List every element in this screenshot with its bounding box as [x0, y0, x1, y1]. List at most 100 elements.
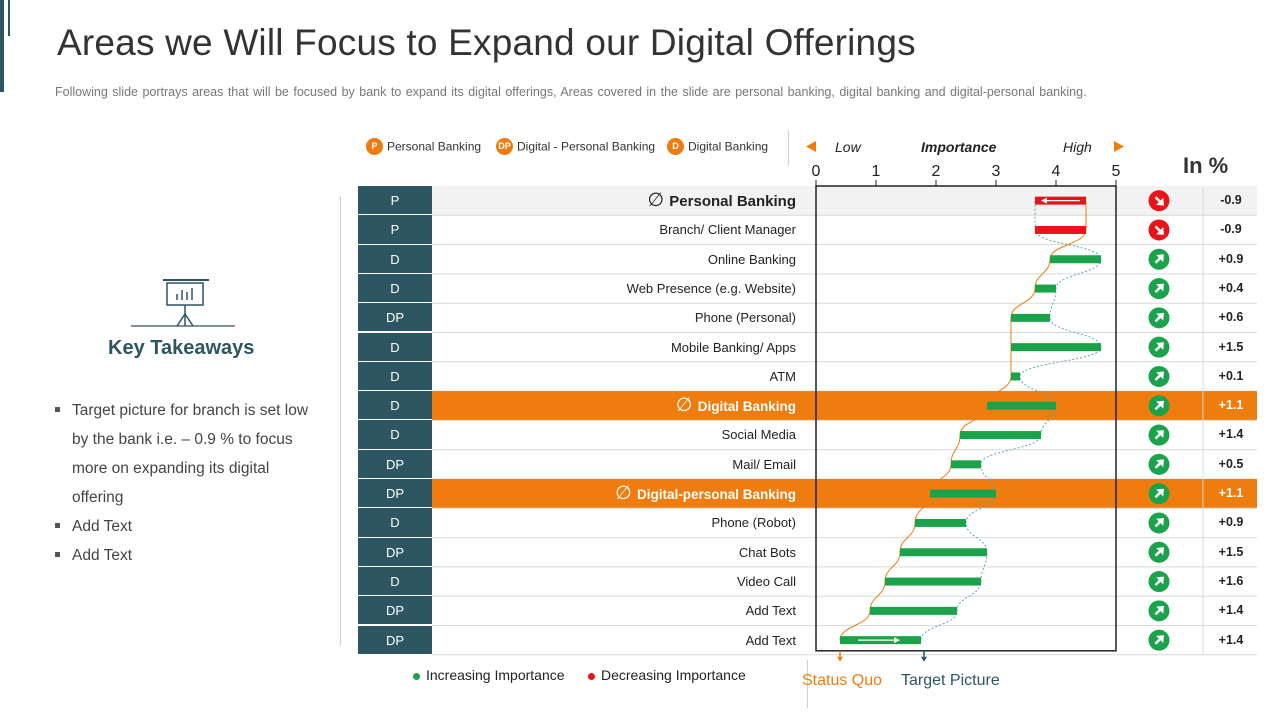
row-label-text: Phone (Personal)	[694, 310, 796, 326]
change-bar	[987, 401, 1056, 410]
row-code: D	[358, 273, 432, 304]
change-percent: -0.9	[1220, 222, 1242, 237]
green-dot-icon	[413, 672, 420, 680]
arrow-shaft	[1154, 491, 1162, 499]
change-percent: +1.5	[1218, 544, 1244, 559]
header-divider	[788, 130, 789, 166]
bar-arrow-head	[894, 637, 900, 644]
row-label-text: Add Text	[745, 632, 796, 648]
row-code: DP	[358, 303, 432, 333]
row-background	[432, 479, 1257, 509]
change-percent: +1.6	[1218, 573, 1244, 588]
change-bar	[1011, 343, 1101, 352]
change-bar	[930, 489, 996, 498]
arrow-shaft	[1154, 520, 1162, 528]
row-label: Video Call	[737, 567, 796, 596]
row-label-text: Phone (Robot)	[711, 515, 796, 531]
target-marker-tip	[921, 656, 927, 662]
badge-dp: DP	[496, 138, 513, 155]
takeaway-item: Target picture for branch is set low by …	[55, 396, 325, 512]
row-background	[432, 186, 1257, 216]
arrow-head	[1156, 312, 1164, 321]
row-label: Web Presence (e.g. Website)	[627, 274, 796, 303]
legend-item-personal: P Personal Banking	[366, 138, 481, 158]
arrow-head	[1156, 576, 1164, 585]
arrow-glyph	[1154, 518, 1164, 528]
change-percent: +0.1	[1218, 368, 1244, 383]
arrow-glyph	[1154, 459, 1164, 469]
change-bar	[951, 460, 981, 469]
arrow-shaft	[1154, 225, 1162, 233]
unit-label: In %	[1183, 153, 1229, 178]
arrow-glyph	[1154, 547, 1164, 557]
arrow-head	[1156, 227, 1164, 235]
row-label-text: Web Presence (e.g. Website)	[626, 280, 796, 296]
red-dot-icon	[588, 672, 595, 680]
arrow-glyph	[1154, 371, 1164, 381]
empty-set-icon: ∅	[675, 395, 698, 417]
change-bar	[1035, 284, 1056, 293]
row-code: D	[358, 566, 432, 597]
arrow-glyph	[1154, 342, 1164, 352]
change-percent: +0.9	[1218, 251, 1244, 266]
status-quo-marker-tip	[837, 656, 843, 662]
takeaway-item: Add Text	[55, 541, 325, 570]
arrow-shaft	[1154, 462, 1162, 469]
change-bar	[1050, 255, 1101, 264]
plot-frame	[815, 185, 1117, 652]
row-code: P	[358, 215, 432, 245]
row-label: Social Media	[722, 420, 796, 449]
change-percent: +0.6	[1218, 310, 1244, 325]
change-bar	[900, 548, 987, 557]
change-percent: -0.9	[1220, 193, 1242, 207]
page-subtitle: Following slide portrays areas that will…	[55, 85, 1087, 99]
row-label: Add Text	[746, 596, 796, 625]
arrow-shaft	[1154, 256, 1162, 264]
legend-label: Personal Banking	[387, 139, 482, 154]
arrow-shaft	[1154, 344, 1162, 352]
row-label: ∅ Digital-personal Banking	[615, 479, 796, 508]
change-bar	[885, 577, 981, 586]
arrow-left-icon	[806, 141, 816, 152]
arrow-glyph	[1154, 430, 1164, 440]
arrow-glyph	[1154, 225, 1164, 235]
arrow-shaft	[1154, 549, 1162, 557]
legend-item-digital-personal: DP Digital - Personal Banking	[496, 138, 655, 158]
row-label: Chat Bots	[739, 538, 796, 567]
row-label: Online Banking	[708, 245, 796, 274]
arrow-head	[1156, 430, 1164, 438]
row-label-text: Online Banking	[707, 251, 796, 267]
row-code: P	[358, 186, 432, 216]
arrow-shaft	[1154, 315, 1162, 323]
arrow-glyph	[1154, 312, 1164, 323]
row-label: ∅ Personal Banking	[647, 186, 796, 215]
legend-label: Digital - Personal Banking	[517, 139, 656, 154]
axis-low-label: Low	[835, 139, 861, 155]
axis-high-label: High	[1063, 139, 1092, 155]
arrow-shaft	[1154, 432, 1162, 440]
panel-divider	[340, 196, 341, 646]
change-percent: +0.9	[1218, 515, 1244, 530]
row-label: Mail/ Email	[732, 450, 796, 479]
tick-label: 4	[1052, 163, 1061, 180]
row-label: Mobile Banking/ Apps	[671, 333, 796, 362]
row-label-text: Mail/ Email	[732, 456, 796, 472]
row-code: D	[358, 508, 432, 538]
arrow-head	[1156, 518, 1164, 526]
row-label-text: Digital-personal Banking	[636, 487, 796, 502]
takeaway-item: Add Text	[55, 512, 325, 541]
arrow-shaft	[1154, 579, 1162, 586]
row-label: Phone (Robot)	[711, 508, 796, 537]
row-code: DP	[358, 479, 432, 509]
arrow-head	[1156, 197, 1164, 206]
arrow-glyph	[1154, 400, 1164, 411]
change-bar	[915, 518, 966, 527]
arrow-glyph	[1154, 605, 1164, 616]
badge-d: D	[667, 138, 684, 155]
arrow-shaft	[1154, 608, 1162, 616]
row-label-text: ATM	[769, 368, 796, 384]
row-label-text: Personal Banking	[669, 193, 796, 210]
legend-decreasing-label: Decreasing Importance	[601, 667, 746, 683]
arrow-head	[1156, 635, 1164, 643]
change-bar	[1035, 225, 1086, 234]
